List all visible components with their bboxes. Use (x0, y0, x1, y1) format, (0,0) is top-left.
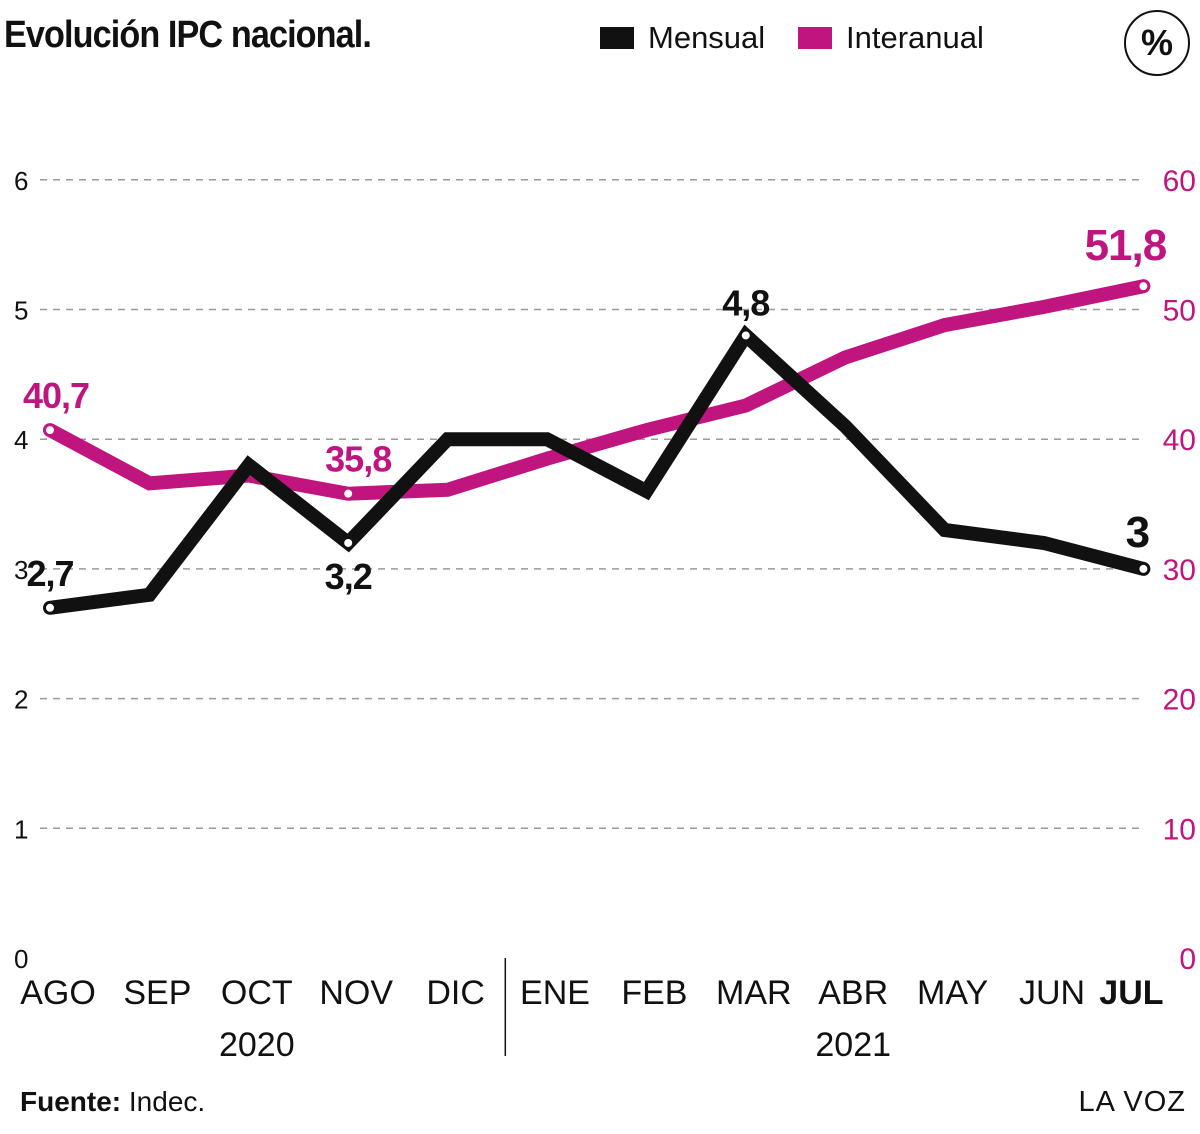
point-marker-mensual (44, 601, 56, 614)
x-tick-label-ene: ENE (520, 974, 590, 1012)
x-tick-label-oct: OCT (221, 974, 293, 1012)
data-label-mensual: 3,2 (325, 556, 372, 597)
point-marker-interanual (342, 487, 355, 500)
legend-label-interanual: Interanual (846, 20, 984, 55)
data-label-interanual: 40,7 (23, 375, 89, 416)
point-marker-interanual (1137, 280, 1150, 293)
brand-logo-text: LA VOZ (1078, 1086, 1186, 1118)
y-left-tick-label: 4 (14, 425, 28, 455)
point-marker-mensual (1137, 562, 1150, 575)
source-label: Fuente: (20, 1086, 122, 1117)
x-tick-label-jun: JUN (1019, 974, 1085, 1012)
legend-label-mensual: Mensual (648, 20, 766, 55)
legend-item-mensual: Mensual (600, 20, 765, 56)
x-tick-label-jul: JUL (1099, 974, 1163, 1012)
point-marker-mensual (342, 536, 355, 549)
percent-unit-badge: % (1124, 10, 1190, 76)
x-tick-label-sep: SEP (123, 974, 191, 1012)
legend-item-interanual: Interanual (798, 20, 984, 56)
x-tick-label-ago: AGO (20, 974, 96, 1012)
legend-swatch-interanual (798, 27, 832, 49)
source-note: Fuente: Indec. (20, 1086, 205, 1118)
point-marker-mensual (739, 329, 752, 342)
y-right-tick-label: 20 (1163, 684, 1196, 717)
series-line-mensual (43, 324, 1151, 615)
data-label-mensual: 2,7 (26, 553, 73, 594)
year-label-2020: 2020 (219, 1026, 295, 1064)
point-marker-interanual (44, 424, 56, 437)
x-tick-label-dic: DIC (426, 974, 485, 1012)
y-left-tick-label: 1 (14, 814, 28, 844)
y-left-tick-label: 3 (14, 555, 28, 585)
y-right-tick-label: 60 (1163, 165, 1196, 198)
chart-title: Evolución IPC nacional. (4, 14, 372, 56)
year-label-2021: 2021 (815, 1026, 891, 1064)
legend-swatch-mensual (600, 27, 634, 49)
data-label-interanual: 35,8 (325, 439, 391, 480)
source-value: Indec. (121, 1086, 206, 1117)
y-right-tick-label: 40 (1163, 424, 1196, 457)
data-label-mensual: 4,8 (722, 282, 769, 323)
y-right-tick-label: 50 (1163, 295, 1196, 328)
x-tick-label-abr: ABR (818, 974, 888, 1012)
y-left-tick-label: 0 (14, 944, 28, 974)
x-tick-label-feb: FEB (621, 974, 687, 1012)
y-right-tick-label: 10 (1163, 813, 1196, 846)
x-tick-label-may: MAY (917, 974, 988, 1012)
y-right-tick-label: 0 (1179, 943, 1196, 976)
y-left-tick-label: 6 (14, 166, 28, 196)
y-right-tick-label: 30 (1163, 554, 1196, 587)
y-left-tick-label: 2 (14, 685, 28, 715)
data-label-mensual: 3 (1126, 508, 1149, 557)
x-tick-label-mar: MAR (716, 974, 792, 1012)
x-tick-label-nov: NOV (319, 974, 393, 1012)
y-left-tick-label: 5 (14, 296, 28, 326)
data-label-interanual: 51,8 (1085, 221, 1167, 270)
